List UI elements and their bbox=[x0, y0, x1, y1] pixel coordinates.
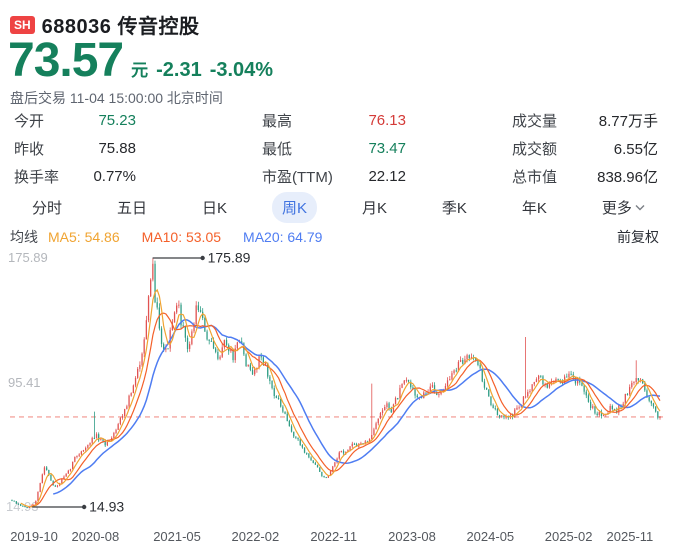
tab-weekly-k[interactable]: 周K bbox=[271, 191, 317, 223]
stat-volume: 成交量 8.77万手 bbox=[512, 112, 658, 130]
quote-stats-grid: 今开 75.23 昨收 75.88 换手率 0.77% 最高 76.13 最低 … bbox=[0, 106, 681, 190]
stat-open: 今开 75.23 bbox=[14, 111, 136, 130]
stock-header: SH 688036 传音控股 bbox=[10, 10, 199, 39]
stat-low: 最低 73.47 bbox=[262, 139, 406, 158]
x-axis-tick: 2020-08 bbox=[71, 529, 120, 544]
price-row: 73.57 元 -2.31 -3.04% bbox=[8, 33, 273, 88]
stat-market-cap: 总市值 838.96亿 bbox=[512, 168, 658, 186]
tab-quarterly-k[interactable]: 季K bbox=[441, 199, 467, 217]
x-axis-tick: 2025-02 bbox=[544, 529, 593, 544]
x-axis: 2019-10 2020-08 2021-05 2022-02 2022-11 … bbox=[0, 529, 681, 546]
price-change-percent: -3.04% bbox=[209, 59, 274, 81]
current-price: 73.57 bbox=[8, 34, 124, 87]
ma-prefix-label: 均线 bbox=[10, 229, 38, 245]
svg-text:175.89: 175.89 bbox=[208, 250, 251, 266]
session-status: 盘后交易 11-04 15:00:00 北京时间 bbox=[10, 90, 223, 106]
y-axis-label-max: 175.89 bbox=[8, 250, 48, 265]
price-adjustment-toggle[interactable]: 前复权 bbox=[617, 229, 659, 245]
chart-period-tabs: 分时 五日 日K 周K 月K 季K 年K 更多 bbox=[0, 191, 681, 223]
stats-column-2: 最高 76.13 最低 73.47 市盈(TTM) 22.12 bbox=[262, 106, 406, 190]
stock-title: 688036 传音控股 bbox=[41, 16, 200, 38]
stat-amount: 成交额 6.55亿 bbox=[512, 140, 658, 158]
x-axis-tick: 2025-11 bbox=[606, 529, 654, 544]
currency-unit: 元 bbox=[131, 61, 149, 80]
chevron-down-icon bbox=[635, 204, 645, 210]
tab-minute[interactable]: 分时 bbox=[32, 199, 63, 217]
stats-column-3: 成交量 8.77万手 成交额 6.55亿 总市值 838.96亿 bbox=[512, 106, 658, 190]
stat-prev-close: 昨收 75.88 bbox=[14, 139, 136, 158]
stat-pe-ttm: 市盈(TTM) 22.12 bbox=[262, 167, 406, 186]
stat-high: 最高 76.13 bbox=[262, 111, 406, 130]
x-axis-tick: 2023-08 bbox=[388, 529, 436, 544]
y-axis-label-mid: 95.41 bbox=[8, 375, 41, 390]
tab-daily-k[interactable]: 日K bbox=[201, 199, 227, 217]
stat-turnover-rate: 换手率 0.77% bbox=[14, 167, 136, 186]
ma5-legend: MA5: 54.86 bbox=[48, 229, 120, 245]
tab-more[interactable]: 更多 bbox=[592, 192, 655, 223]
tab-five-day[interactable]: 五日 bbox=[116, 199, 147, 217]
x-axis-tick: 2022-11 bbox=[310, 529, 358, 544]
ma20-legend: MA20: 64.79 bbox=[243, 229, 323, 245]
x-axis-tick: 2019-10 bbox=[10, 529, 58, 544]
x-axis-tick: 2024-05 bbox=[466, 529, 515, 544]
stats-column-1: 今开 75.23 昨收 75.88 换手率 0.77% bbox=[14, 106, 136, 190]
x-axis-tick: 2022-02 bbox=[231, 529, 280, 544]
svg-text:14.93: 14.93 bbox=[89, 499, 124, 515]
x-axis-tick: 2021-05 bbox=[153, 529, 201, 544]
ma10-legend: MA10: 53.05 bbox=[141, 229, 222, 245]
price-change: -2.31 bbox=[156, 59, 202, 81]
tab-yearly-k[interactable]: 年K bbox=[521, 199, 547, 217]
tab-monthly-k[interactable]: 月K bbox=[361, 199, 387, 217]
candlestick-chart[interactable]: 175.89 14.93 bbox=[0, 248, 681, 518]
ma-legend-bar: 均线 MA5: 54.86 MA10: 53.05 MA20: 64.79 前复… bbox=[0, 226, 681, 248]
exchange-badge: SH bbox=[10, 15, 35, 34]
